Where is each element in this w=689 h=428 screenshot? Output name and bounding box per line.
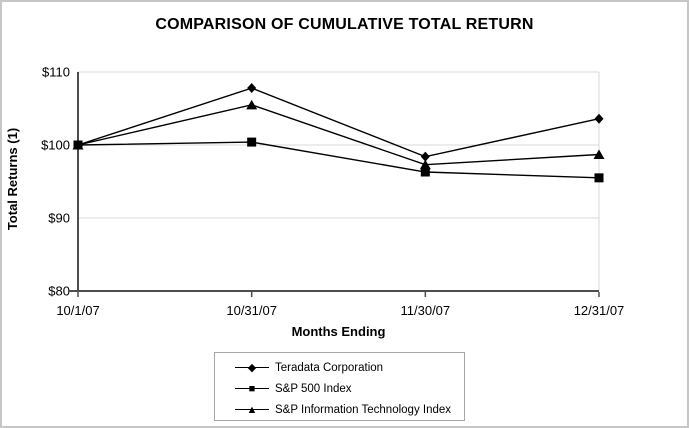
series-marker-square (594, 173, 604, 183)
series-marker-square (247, 137, 257, 147)
triangle-marker-icon: ▲ (235, 404, 269, 416)
square-marker-icon: ■ (235, 383, 269, 395)
legend-label: S&P 500 Index (275, 382, 352, 395)
legend-item-teradata: ◆ Teradata Corporation (235, 357, 464, 378)
series-line-0 (77, 87, 600, 158)
series-marker-diamond (247, 83, 257, 94)
x-axis-title: Months Ending (291, 324, 386, 339)
y-tick-label: $80 (48, 284, 70, 299)
series-marker-square (73, 140, 83, 150)
x-tick-label: 10/31/07 (226, 303, 277, 318)
series-line-1 (77, 141, 600, 179)
x-tick-label: 10/1/07 (56, 303, 99, 318)
y-axis-title: Total Returns (1) (5, 127, 20, 231)
series-marker-triangle (419, 159, 431, 170)
diamond-marker-icon: ◆ (235, 362, 269, 374)
chart-title: COMPARISON OF CUMULATIVE TOTAL RETURN (155, 16, 534, 33)
series-marker-diamond (420, 151, 430, 162)
legend-item-sp500: ■ S&P 500 Index (235, 378, 464, 399)
series-marker-triangle (593, 149, 605, 159)
series-marker-diamond (594, 113, 604, 124)
legend-label: Teradata Corporation (275, 361, 384, 374)
legend-label: S&P Information Technology Index (275, 403, 452, 416)
y-tick-label: $110 (42, 65, 70, 80)
x-tick-label: 12/31/07 (574, 303, 625, 318)
legend-box: ◆ Teradata Corporation ■ S&P 500 Index ▲… (214, 352, 465, 421)
series-line-2 (77, 104, 600, 166)
y-tick-label: $90 (48, 211, 70, 226)
series-marker-triangle (246, 99, 258, 110)
series-marker-square (420, 167, 430, 177)
y-tick-label: $100 (41, 138, 70, 153)
x-tick-label: 11/30/07 (401, 303, 451, 318)
legend-item-sp-info-tech: ▲ S&P Information Technology Index (235, 399, 464, 420)
